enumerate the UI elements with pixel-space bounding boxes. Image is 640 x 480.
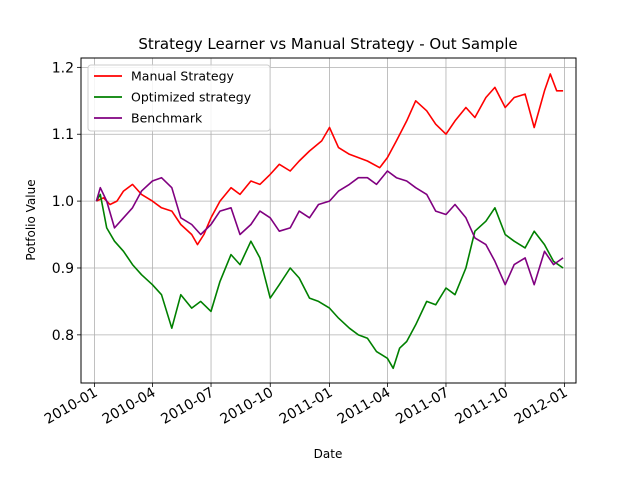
legend: Manual Strategy Optimized strategy Benchma… [87,64,271,132]
x-axis-label: Date [314,447,343,461]
legend-label-benchmark: Benchmark [131,111,203,126]
plot-frame [80,57,577,384]
y-tick-label: 1.1 [52,127,74,143]
y-tick-label: 1.2 [52,60,74,76]
y-tick-label: 1.0 [52,194,74,210]
series-layer [95,73,564,370]
series-line-manual-strategy [96,73,564,246]
series-line-benchmark [95,170,564,286]
legend-label-manual-strategy: Manual Strategy [131,69,235,84]
y-axis-label: Potfolio Value [24,179,38,260]
series-line-optimized-strategy [95,193,564,370]
legend-box [87,64,271,132]
chart-title: Strategy Learner vs Manual Strategy - Ou… [138,35,517,53]
y-tick-label: 0.8 [52,328,74,344]
y-tick-label: 0.9 [52,261,74,277]
legend-label-optimized-strategy: Optimized strategy [131,90,252,105]
